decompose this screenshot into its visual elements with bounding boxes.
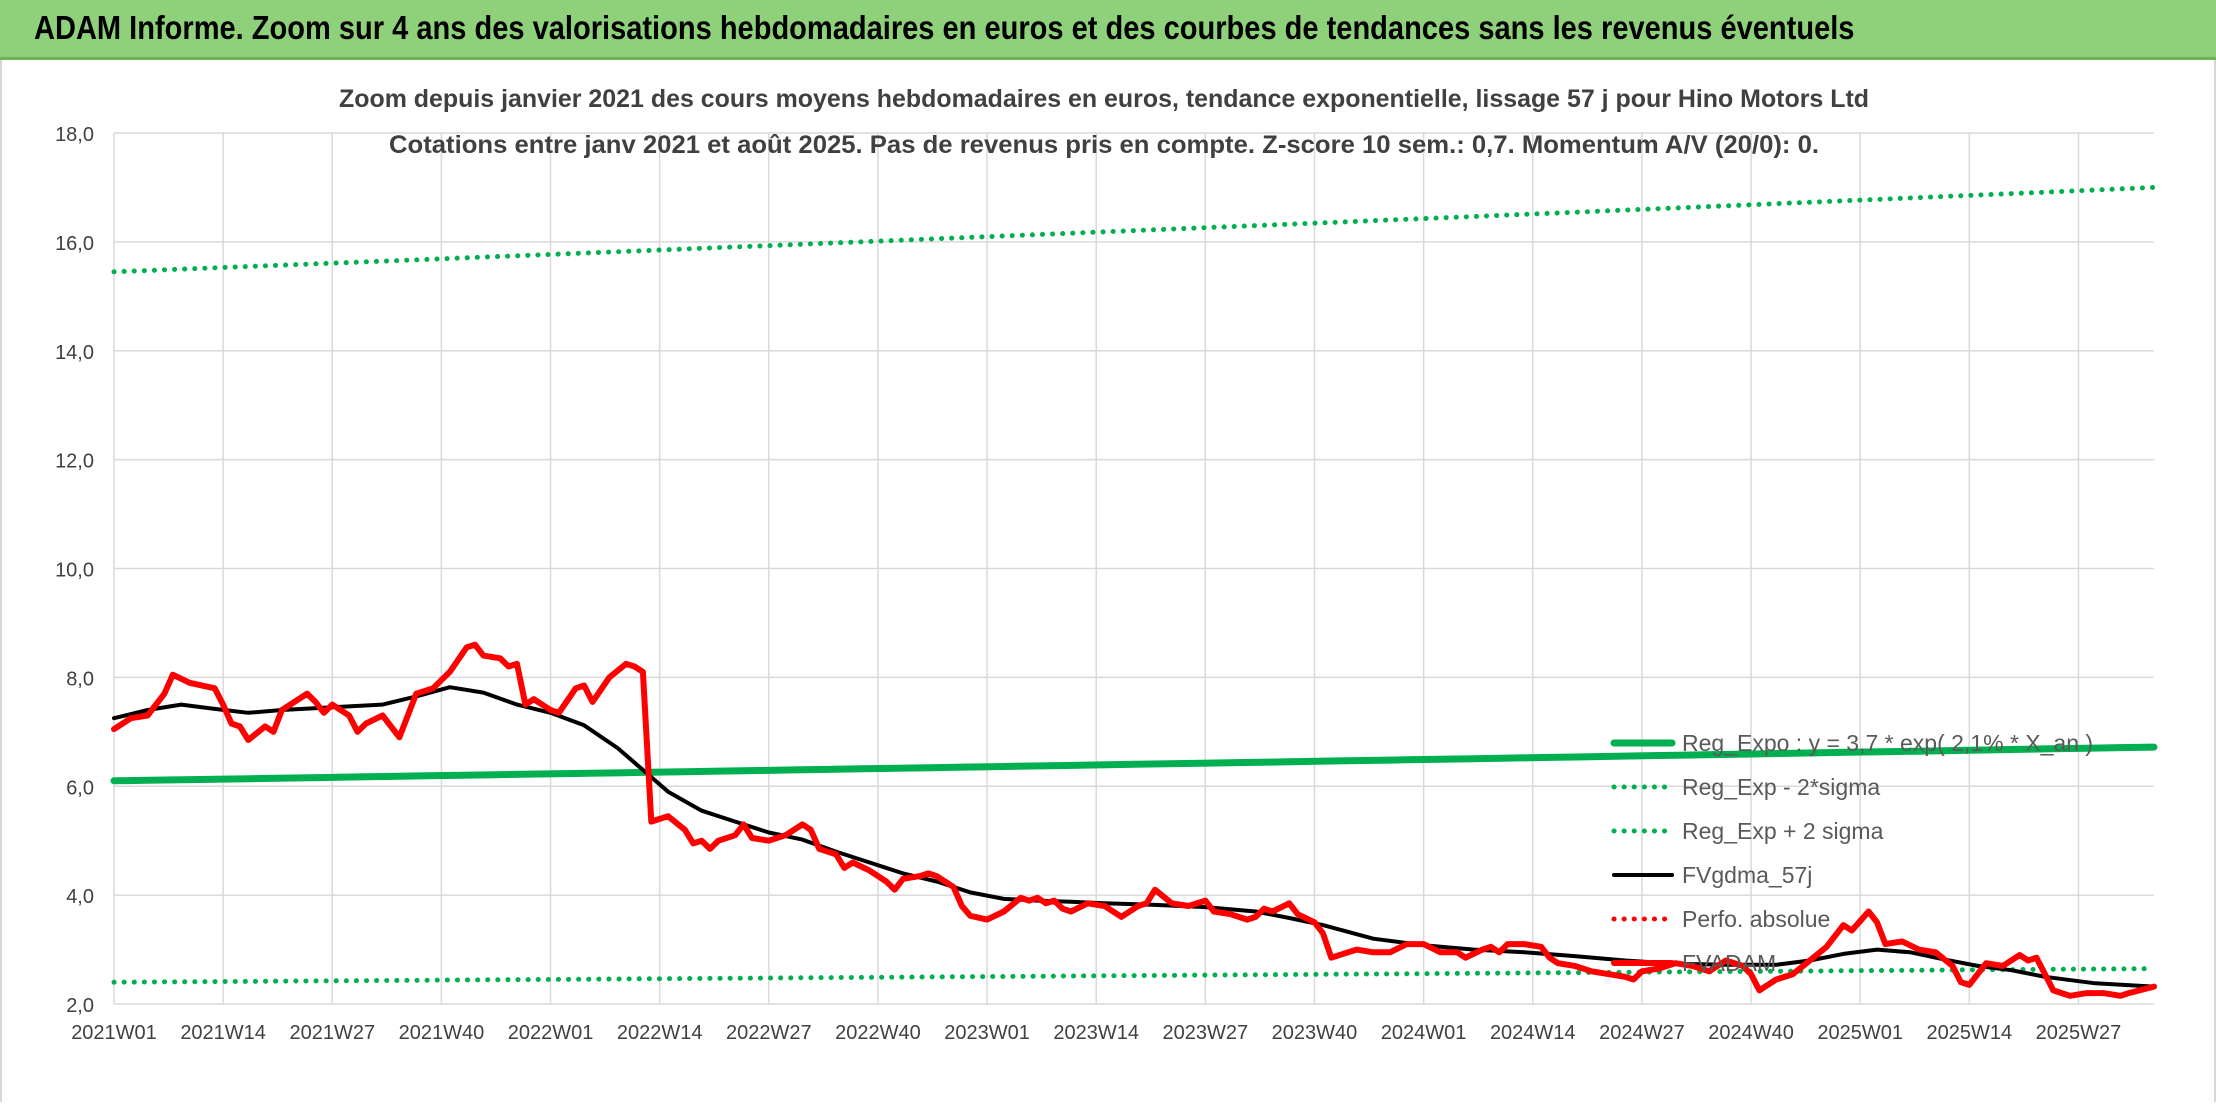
y-tick-label: 2,0 [66, 995, 94, 1017]
x-tick-label: 2023W27 [1163, 1022, 1249, 1044]
line-chart: 2,0 4,0 6,0 8,0 10,0 12,0 14,0 16,0 18,0 2021W01… [55, 85, 2158, 1044]
x-tick-label: 2021W40 [399, 1022, 485, 1044]
chart-subtitle: Cotations entre janv 2021 et août 2025. … [389, 131, 1819, 159]
y-tick-label: 12,0 [55, 451, 94, 473]
x-tick-label: 2025W27 [2036, 1022, 2122, 1044]
legend-label-reg-expo-y-3-7-exp-2-1-x-an: Reg_Expo : y = 3,7 * exp( 2,1% * X_an ) [1682, 730, 2093, 756]
gridlines [113, 132, 2154, 1005]
x-tick-label: 2025W01 [1817, 1022, 1903, 1044]
y-tick-label: 18,0 [55, 124, 94, 146]
legend-label-perfo-absolue: Perfo. absolue [1682, 906, 1830, 932]
x-tick-label: 2022W27 [726, 1022, 812, 1044]
banner-title: ADAM Informe. Zoom sur 4 ans des valoris… [34, 9, 1855, 46]
series-line-reg-exp-2-sigma [111, 184, 2157, 275]
x-tick-label: 2023W14 [1053, 1022, 1139, 1044]
x-tick-label: 2023W40 [1272, 1022, 1358, 1044]
series-line-reg-exp-2-sigma [111, 966, 2157, 985]
y-axis-tick-labels: 2,0 4,0 6,0 8,0 10,0 12,0 14,0 16,0 18,0 [55, 124, 94, 1017]
legend-label-reg-exp-2-sigma: Reg_Exp + 2 sigma [1682, 818, 1884, 844]
report-banner: ADAM Informe. Zoom sur 4 ans des valoris… [0, 0, 2216, 60]
x-tick-label: 2021W27 [289, 1022, 375, 1044]
x-axis-tick-labels: 2021W01 2021W14 2021W27 2021W40 2022W01 2022W… [71, 1022, 2121, 1044]
x-tick-label: 2022W14 [617, 1022, 703, 1044]
x-tick-label: 2025W14 [1926, 1022, 2012, 1044]
y-tick-label: 6,0 [66, 777, 94, 799]
y-tick-label: 4,0 [66, 886, 94, 908]
legend-label-fvadam: FVADAM [1682, 950, 1776, 976]
legend: Reg_Expo : y = 3,7 * exp( 2,1% * X_an ) R… [1610, 730, 2093, 976]
chart-title: Zoom depuis janvier 2021 des cours moyen… [339, 85, 1869, 113]
x-tick-label: 2023W01 [944, 1022, 1030, 1044]
y-tick-label: 10,0 [55, 560, 94, 582]
chart-area: 2,0 4,0 6,0 8,0 10,0 12,0 14,0 16,0 18,0 2021W01… [0, 60, 2216, 1102]
x-tick-label: 2024W27 [1599, 1022, 1685, 1044]
x-tick-label: 2022W01 [508, 1022, 594, 1044]
x-tick-label: 2021W14 [180, 1022, 266, 1044]
x-tick-label: 2024W40 [1708, 1022, 1794, 1044]
series-group [110, 184, 2158, 999]
x-tick-label: 2024W01 [1381, 1022, 1467, 1044]
series-line-fvadam [111, 641, 2157, 999]
x-tick-label: 2022W40 [835, 1022, 921, 1044]
y-tick-label: 8,0 [66, 668, 94, 690]
y-tick-label: 16,0 [55, 233, 94, 255]
x-tick-label: 2024W14 [1490, 1022, 1576, 1044]
x-tick-label: 2021W01 [71, 1022, 157, 1044]
series-line-reg-expo-y-3-7-exp-2-1-x-an [110, 743, 2158, 785]
legend-label-reg-exp-2-sigma: Reg_Exp - 2*sigma [1682, 774, 1880, 800]
legend-label-fvgdma-57j: FVgdma_57j [1682, 862, 1812, 888]
y-tick-label: 14,0 [55, 342, 94, 364]
